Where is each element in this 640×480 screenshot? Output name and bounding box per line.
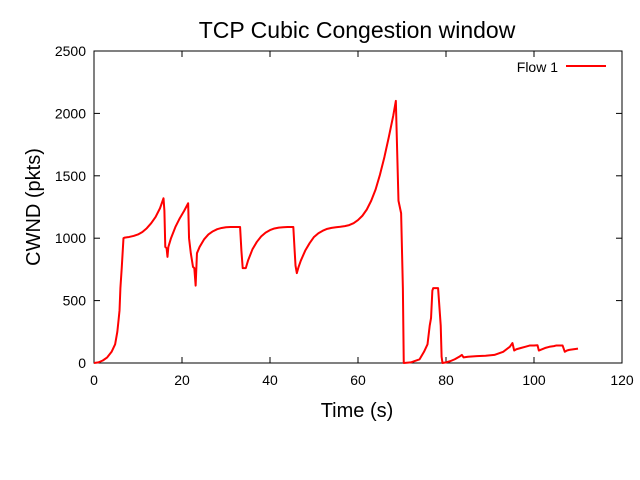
x-tick-label: 20 (174, 372, 190, 388)
x-tick-label: 120 (610, 372, 634, 388)
series-layer (93, 99, 579, 364)
x-tick-label: 80 (438, 372, 454, 388)
y-tick-label: 500 (63, 293, 87, 309)
chart-title: TCP Cubic Congestion window (199, 17, 516, 43)
legend: Flow 1 (517, 59, 606, 75)
y-tick-label: 1000 (55, 230, 86, 246)
x-axis-ticks: 0 20 40 60 80 100 120 (90, 51, 634, 388)
series-line-flow-1 (93, 99, 579, 364)
y-tick-label: 2500 (55, 43, 86, 59)
x-tick-label: 100 (522, 372, 546, 388)
y-tick-label: 1500 (55, 168, 86, 184)
y-tick-label: 2000 (55, 105, 86, 121)
y-axis-ticks: 0 500 1000 1500 2000 2500 (55, 43, 622, 371)
y-axis-label: CWND (pkts) (23, 148, 45, 266)
legend-label-flow-1: Flow 1 (517, 59, 558, 75)
plot-frame (93, 50, 623, 364)
x-tick-label: 40 (262, 372, 278, 388)
x-tick-label: 60 (350, 372, 366, 388)
x-tick-label: 0 (90, 372, 98, 388)
x-axis-label: Time (s) (321, 400, 394, 422)
y-tick-label: 0 (78, 355, 86, 371)
